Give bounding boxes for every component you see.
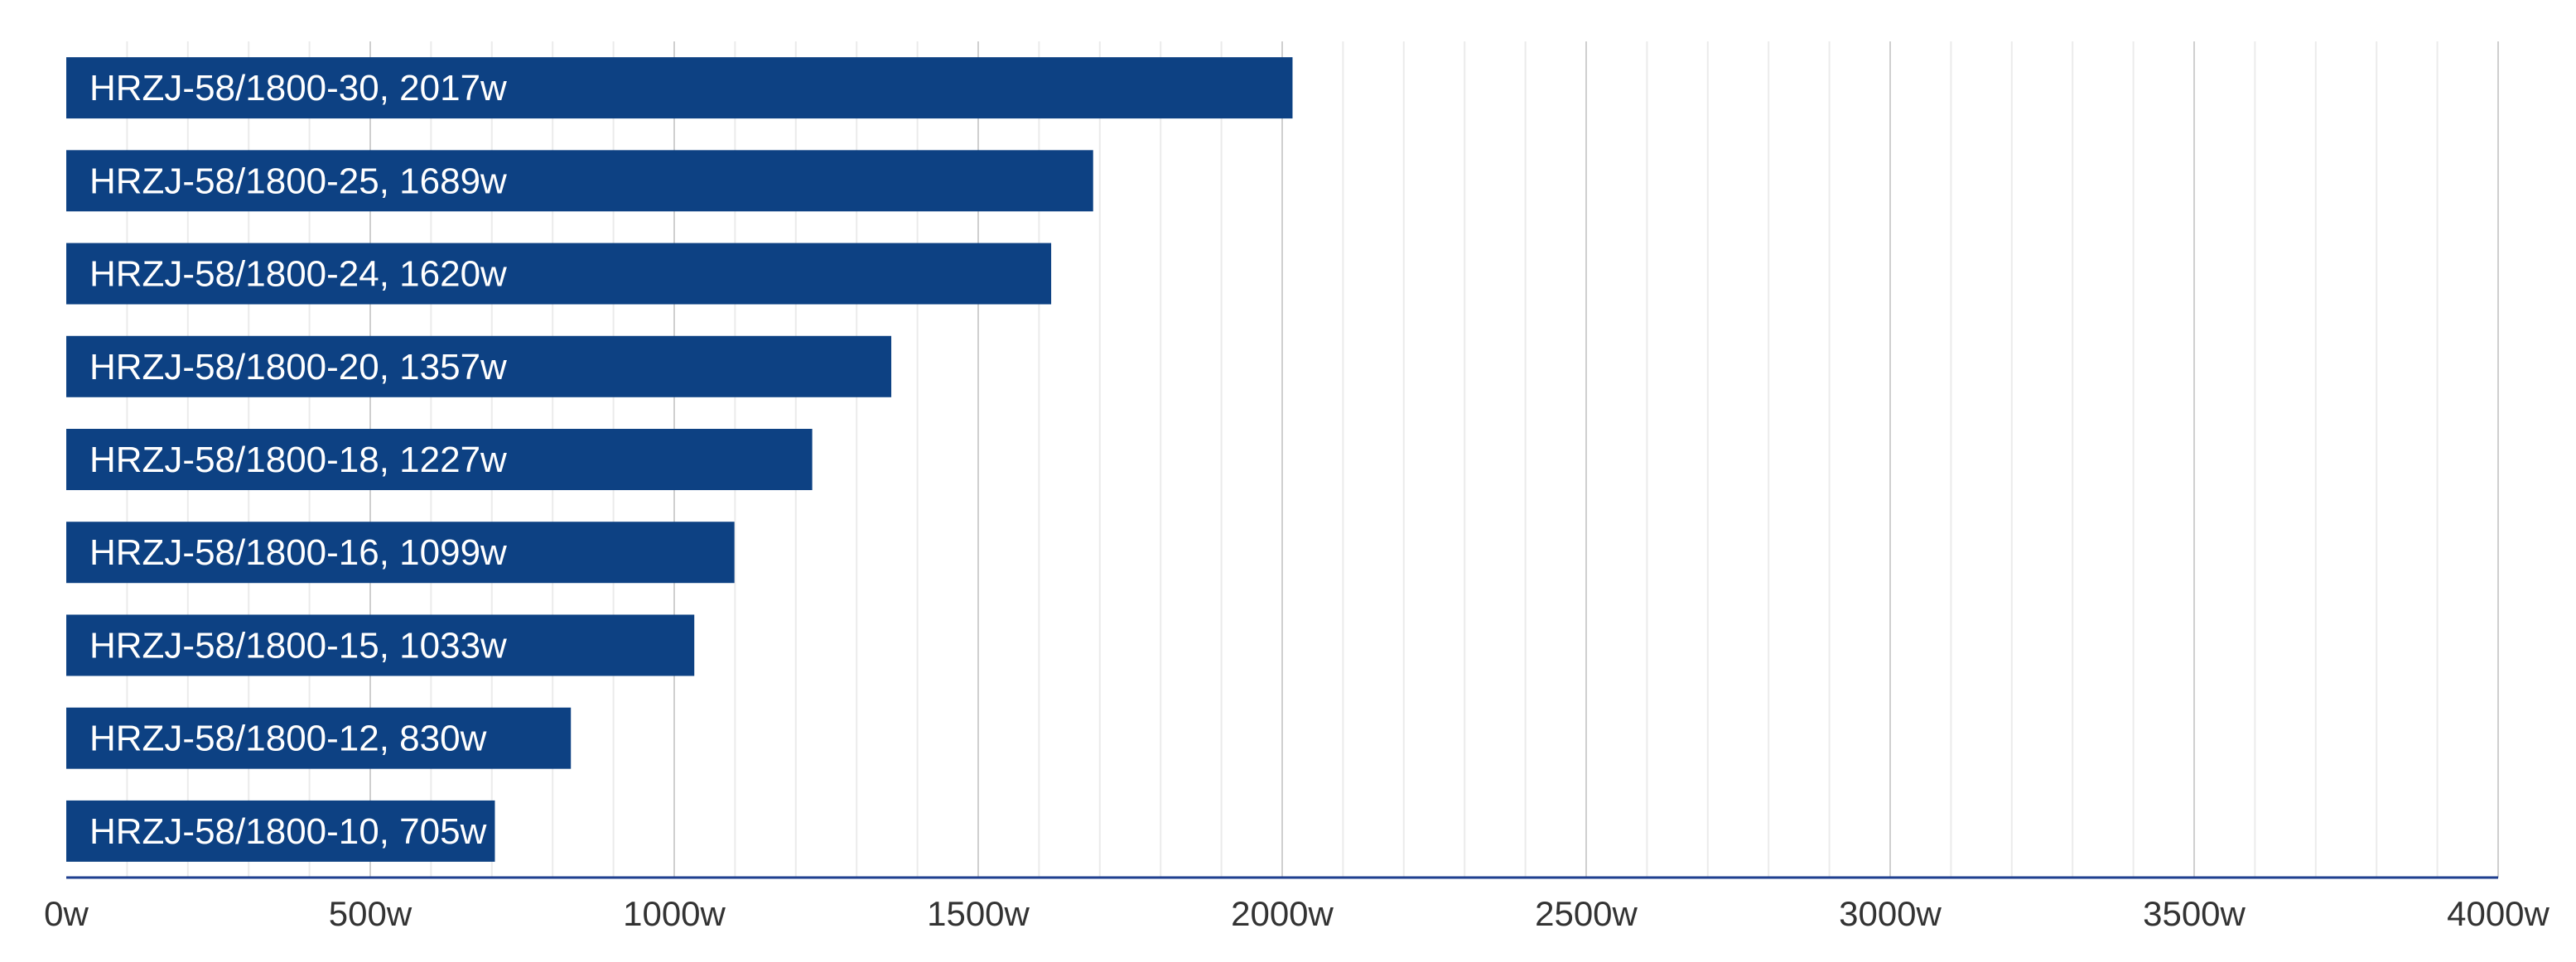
x-axis-tick-labels: 0w 500w 1000w 1500w 2000w 2500w 3000w 3500w 4000… [44,894,2549,933]
bar-data-label: HRZJ-58/1800-24, 1620w [89,254,507,295]
bar-data-label: HRZJ-58/1800-10, 705w [89,811,487,852]
bar-data-label: HRZJ-58/1800-15, 1033w [89,625,507,666]
x-tick-label: 0w [44,894,89,933]
bar [66,522,735,584]
bar [66,707,572,769]
bar-data-label: HRZJ-58/1800-18, 1227w [89,440,507,480]
bar [66,335,892,397]
bars [66,57,1293,862]
bar [66,150,1093,212]
bar-data-label: HRZJ-58/1800-30, 2017w [89,68,507,108]
bar-data-label: HRZJ-58/1800-12, 830w [89,719,487,759]
bar-data-label: HRZJ-58/1800-25, 1689w [89,161,507,201]
x-tick-label: 1000w [623,894,726,933]
bar [66,243,1052,305]
x-tick-label: 4000w [2447,894,2549,933]
bar [66,800,495,862]
bar [66,614,695,676]
bar [66,57,1293,119]
x-tick-label: 500w [329,894,412,933]
x-tick-label: 1500w [927,894,1030,933]
bar-data-label: HRZJ-58/1800-16, 1099w [89,532,507,573]
bar-labels: HRZJ-58/1800-30, 2017w HRZJ-58/1800-25, 1… [89,68,507,852]
x-tick-label: 2000w [1231,894,1334,933]
bar [66,429,813,490]
x-tick-label: 2500w [1535,894,1638,933]
x-tick-label: 3000w [1839,894,1942,933]
x-tick-label: 3500w [2143,894,2246,933]
bar-data-label: HRZJ-58/1800-20, 1357w [89,347,507,387]
